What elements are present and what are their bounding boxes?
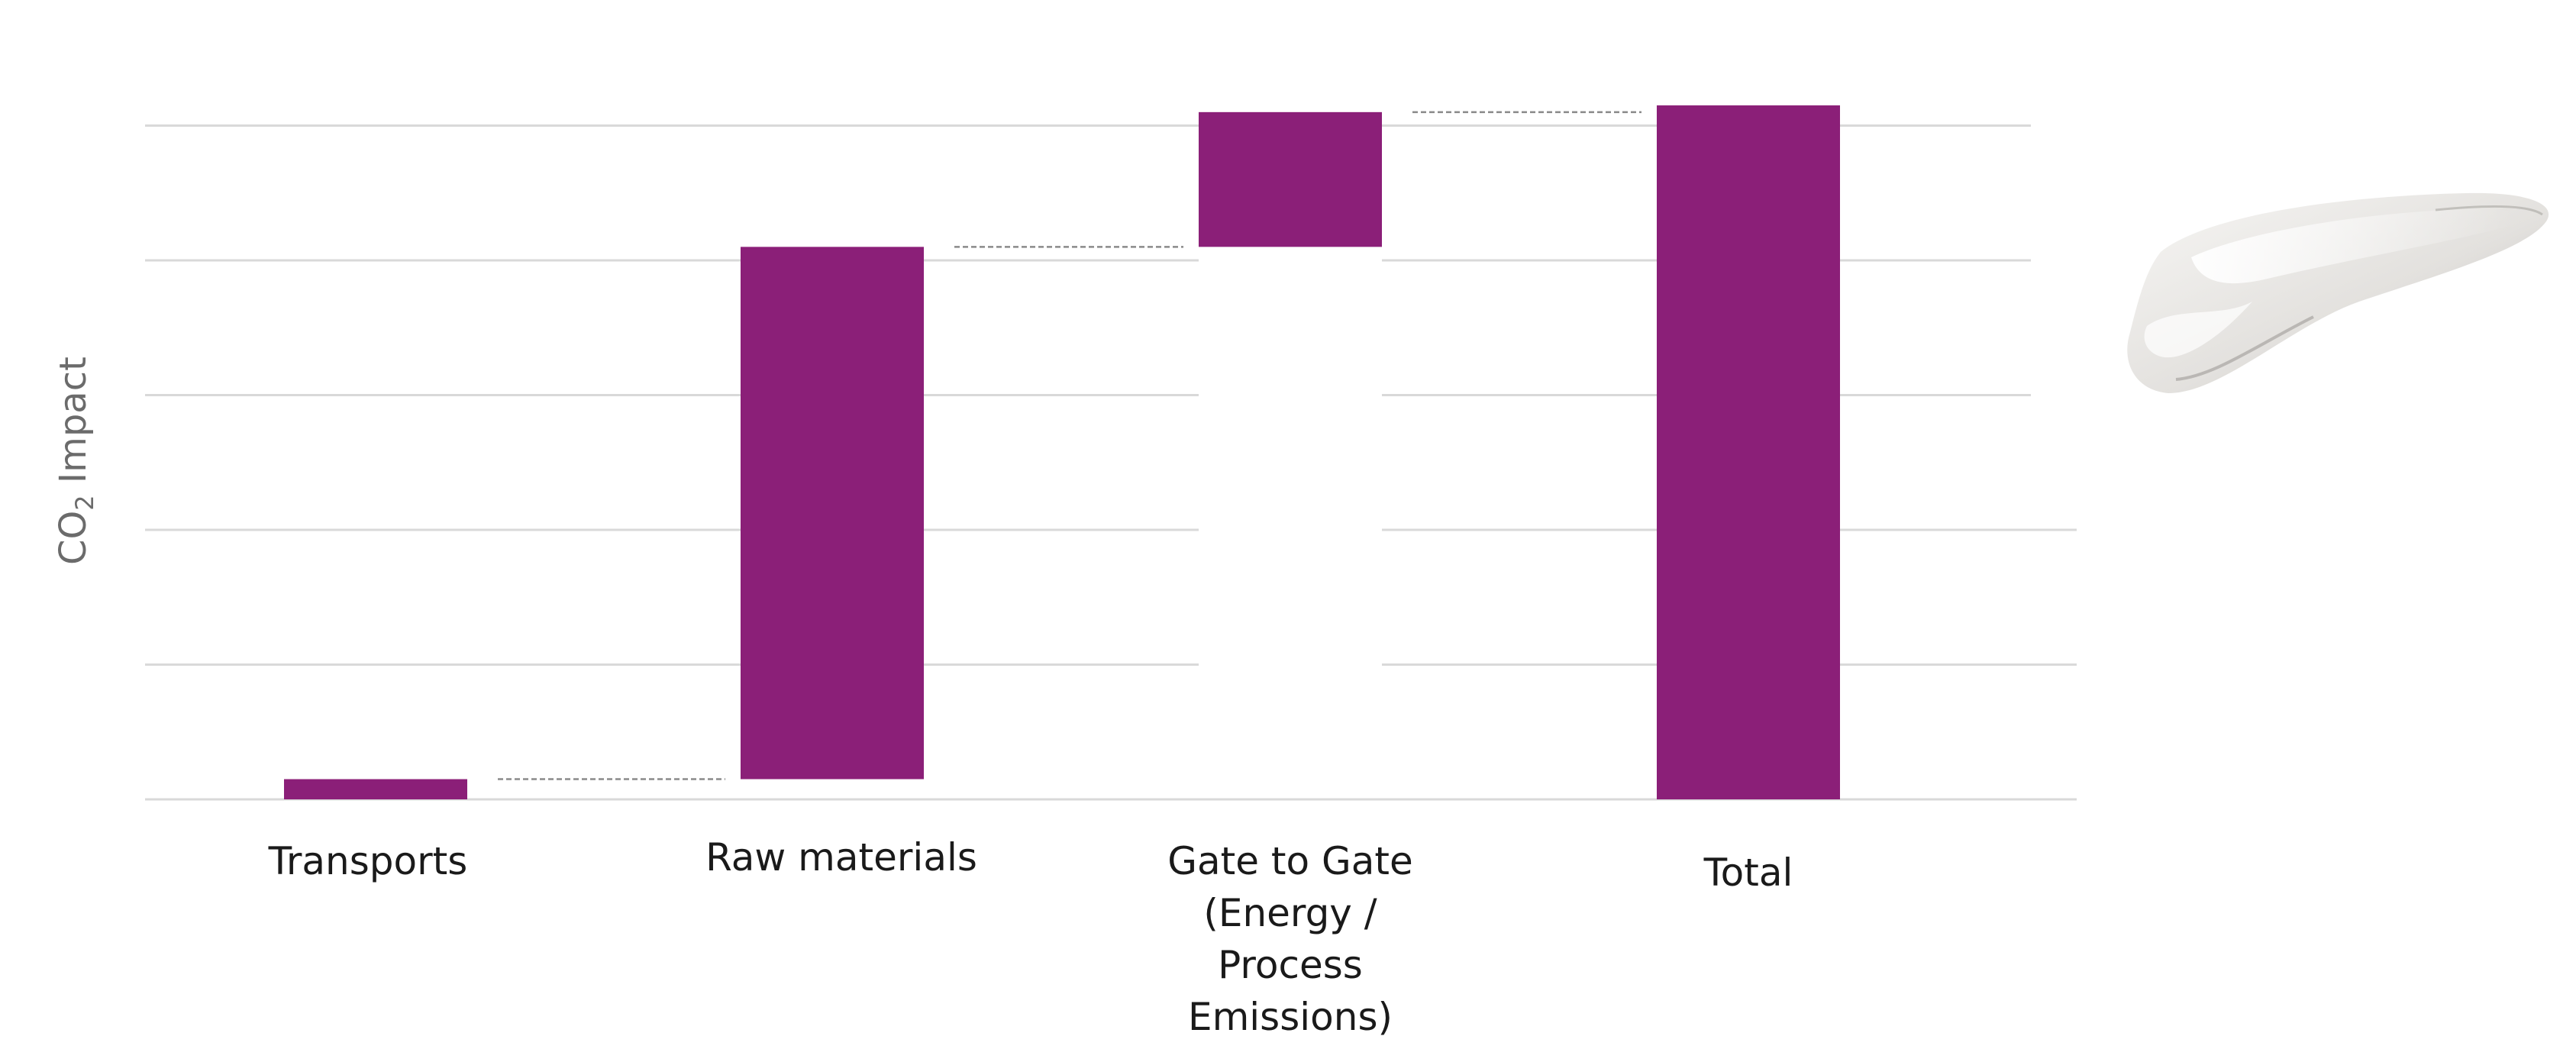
bar-raw-materials — [741, 247, 924, 780]
category-label-line: Process — [1218, 943, 1363, 987]
category-label-line: Emissions) — [1188, 995, 1393, 1039]
category-label-line: Gate to Gate — [1167, 839, 1412, 883]
bar-gate-to-gate-energy-process-emissions — [1199, 111, 1382, 247]
category-label-2: Raw materials — [705, 835, 977, 880]
y-axis-label: CO2 Impact — [52, 357, 99, 565]
category-label-3: Gate to Gate (Energy / Process Emissions) — [1167, 839, 1412, 1039]
category-label-line: (Energy / — [1203, 891, 1377, 935]
bar-total — [1657, 105, 1840, 799]
category-label-4: Total — [1703, 851, 1793, 895]
category-labels: Transports Raw materials Gate to Gate (Ener… — [268, 835, 1793, 1039]
bar-transports — [284, 779, 467, 799]
y-axis-label-suffix: Impact — [52, 357, 95, 495]
category-label-line: Total — [1703, 851, 1793, 895]
y-axis-label-subscript: 2 — [70, 495, 99, 510]
category-label-1: Transports — [268, 839, 468, 883]
category-label-line: Raw materials — [705, 835, 977, 880]
bars — [284, 105, 1840, 799]
connectors — [498, 111, 1641, 780]
cream-smear-image — [2127, 192, 2549, 393]
category-label-line: Transports — [268, 839, 468, 883]
y-axis-label-main: CO — [52, 511, 95, 565]
